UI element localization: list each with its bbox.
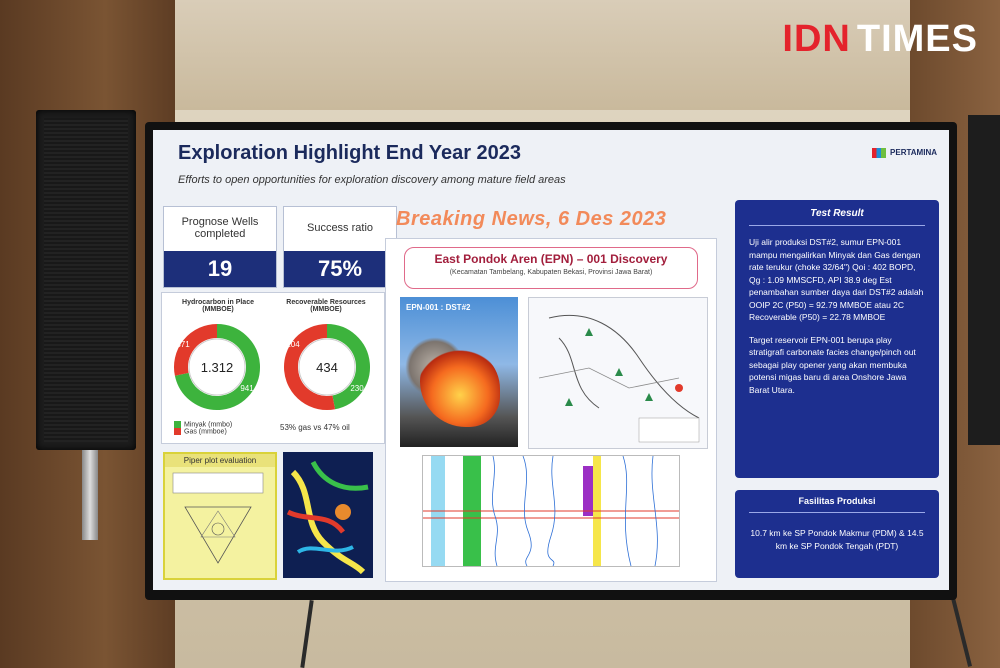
donut-center-value: 1.312 (201, 360, 234, 375)
television: Exploration Highlight End Year 2023 Effo… (145, 122, 957, 600)
kpi-success-ratio: Success ratio 75% (283, 206, 397, 288)
speaker-stand (82, 450, 98, 540)
donut-segment (174, 324, 260, 410)
slide-title: Exploration Highlight End Year 2023 (178, 142, 522, 164)
facility-title: Fasilitas Produksi (798, 496, 876, 506)
donut-title: Hydrocarbon in Place (MMBOE) (182, 299, 254, 313)
test-result-panel: Test Result Uji alir produksi DST#2, sum… (735, 200, 939, 478)
piper-title: Piper plot evaluation (165, 454, 275, 467)
discovery-location: (Kecamatan Tambelang, Kabupaten Bekasi, … (449, 269, 653, 276)
donut-segment (174, 324, 218, 376)
breaking-news: Breaking News, 6 Des 2023 (396, 208, 667, 230)
discovery-header: East Pondok Aren (EPN) – 001 Discovery (… (404, 247, 698, 289)
donut-segment (284, 324, 336, 410)
facility-text: 10.7 km ke SP Pondok Makmur (PDM) & 14.5… (750, 528, 924, 551)
speaker-right (968, 115, 1000, 445)
kpi-value: 75% (284, 251, 396, 287)
resource-donuts: Hydrocarbon in Place (MMBOE) Recoverable… (161, 292, 385, 444)
well-log-panel (422, 455, 680, 567)
piper-plot: Piper plot evaluation (163, 452, 277, 580)
kpi-label: Prognose Wells completed (181, 216, 259, 240)
well-flare-photo: EPN-001 : DST#2 (400, 297, 518, 447)
kpi-label: Success ratio (306, 222, 374, 234)
idn-times-logo: IDN TIMES (782, 18, 978, 60)
photo-label: EPN-001 : DST#2 (406, 303, 471, 312)
speaker-left (36, 110, 136, 450)
discovery-panel: East Pondok Aren (EPN) – 001 Discovery (… (385, 238, 717, 582)
test-result-text: Uji alir produksi DST#2, sumur EPN-001 m… (749, 237, 924, 322)
kpi-value: 19 (164, 251, 276, 287)
slide-subtitle: Efforts to open opportunities for explor… (178, 174, 566, 186)
seismic-map (283, 452, 373, 578)
facility-panel: Fasilitas Produksi 10.7 km ke SP Pondok … (735, 490, 939, 578)
location-map (528, 297, 708, 449)
donut-segment-label: 371 (176, 340, 190, 349)
donut-title: Recoverable Resources (MMBOE) (286, 299, 366, 313)
donut-legend: Minyak (mmbo) Gas (mmboe) (174, 421, 232, 436)
donut-segment-label: 204 (286, 340, 300, 349)
pertamina-logo: PERTAMINA (872, 148, 937, 158)
kpi-wells: Prognose Wells completed 19 (163, 206, 277, 288)
test-result-title: Test Result (810, 208, 864, 219)
discovery-title: East Pondok Aren (EPN) – 001 Discovery (434, 252, 668, 266)
test-result-text-2: Target reservoir EPN-001 berupa play str… (749, 334, 916, 395)
piper-diagram (172, 472, 264, 564)
donut-segment-label: 941 (240, 384, 254, 393)
donut-segment-label: 230 (350, 384, 364, 393)
donut-segment (326, 324, 370, 410)
slide-screen: Exploration Highlight End Year 2023 Effo… (153, 130, 949, 590)
donut-charts: 1.312 371 941 434 204 230 (174, 324, 370, 410)
donut-center-value: 434 (316, 360, 338, 375)
ratio-note: 53% gas vs 47% oil (280, 423, 350, 432)
